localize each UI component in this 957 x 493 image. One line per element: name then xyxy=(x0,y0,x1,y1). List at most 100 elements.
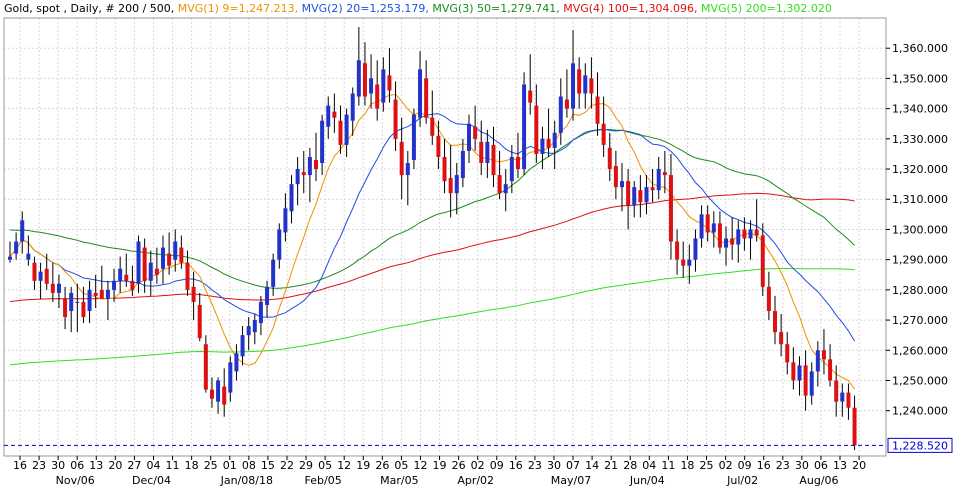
candle xyxy=(99,265,104,299)
x-month-label: Aug/06 xyxy=(799,474,838,487)
candle xyxy=(497,150,502,200)
candle-body xyxy=(601,123,606,145)
candle-body xyxy=(681,259,686,266)
candle-body xyxy=(356,60,361,97)
candle xyxy=(571,30,576,121)
candle-body xyxy=(785,344,790,363)
x-tick-label: 30 xyxy=(795,459,809,472)
candle xyxy=(173,229,178,272)
candle xyxy=(283,193,288,242)
x-tick-label: 23 xyxy=(32,459,46,472)
candle-body xyxy=(454,175,459,194)
candle xyxy=(528,54,533,115)
candle-body xyxy=(411,114,416,160)
y-tick-label: 1,250.000 xyxy=(892,374,948,387)
x-tick-label: 18 xyxy=(185,459,199,472)
candle-body xyxy=(228,362,233,393)
candle xyxy=(760,223,765,296)
x-tick-label: 14 xyxy=(585,459,599,472)
candle xyxy=(540,126,545,170)
candle-body xyxy=(577,69,582,94)
y-tick-label: 1,300.000 xyxy=(892,223,948,236)
candle-body xyxy=(558,96,563,133)
candle xyxy=(785,332,790,375)
ma5-line xyxy=(9,268,855,366)
x-tick-label: 11 xyxy=(166,459,180,472)
candle-body xyxy=(479,141,484,163)
candle xyxy=(301,150,306,194)
candle-body xyxy=(626,181,631,206)
x-month-label: Jul/02 xyxy=(726,474,758,487)
candle-body xyxy=(742,229,747,239)
candle xyxy=(185,250,190,296)
candle-body xyxy=(326,105,331,127)
candle-body xyxy=(393,99,398,139)
candle xyxy=(50,262,55,302)
x-tick-label: 30 xyxy=(51,459,65,472)
candle-body xyxy=(26,253,31,260)
candle xyxy=(809,362,814,405)
x-tick-label: 26 xyxy=(452,459,466,472)
candle xyxy=(338,105,343,154)
candle xyxy=(369,54,374,109)
candle-body xyxy=(161,247,165,269)
candle-body xyxy=(20,220,25,242)
candle-body xyxy=(736,229,741,245)
candle xyxy=(271,253,276,296)
x-tick-label: 09 xyxy=(490,459,504,472)
x-tick-label: 01 xyxy=(223,459,237,472)
x-tick-label: 13 xyxy=(833,459,847,472)
candle xyxy=(583,63,588,109)
candle xyxy=(430,90,435,145)
ma2-line xyxy=(9,113,856,342)
candle xyxy=(766,271,771,321)
x-tick-label: 08 xyxy=(242,459,256,472)
candle xyxy=(228,356,233,402)
ma5-legend: MVG(5) 200=1,302.020 xyxy=(701,2,832,15)
candle-body xyxy=(534,105,539,154)
candle xyxy=(142,238,147,293)
candle xyxy=(705,205,710,242)
candle xyxy=(473,105,478,151)
candle xyxy=(136,235,141,293)
candle-body xyxy=(717,223,722,248)
candle-body xyxy=(460,150,465,179)
candle-body xyxy=(650,187,655,191)
candle-body xyxy=(705,214,710,233)
y-tick-label: 1,280.000 xyxy=(892,284,948,297)
candle xyxy=(93,274,98,308)
candle xyxy=(797,356,802,396)
candle xyxy=(197,292,202,342)
candle xyxy=(577,57,582,109)
candle xyxy=(448,144,453,218)
y-tick-label: 1,330.000 xyxy=(892,133,948,146)
candle xyxy=(601,96,606,157)
y-tick-label: 1,340.000 xyxy=(892,103,948,116)
candle-body xyxy=(620,181,624,188)
candle xyxy=(687,244,692,284)
candle-body xyxy=(852,407,857,446)
x-tick-label: 30 xyxy=(547,459,561,472)
candle xyxy=(191,271,196,321)
x-tick-label: 12 xyxy=(413,459,427,472)
candle xyxy=(656,156,661,200)
candle-body xyxy=(546,138,551,148)
candle xyxy=(846,383,851,420)
candle xyxy=(14,232,19,260)
candle-body xyxy=(295,169,300,185)
candle-body xyxy=(467,123,471,151)
x-tick-label: 02 xyxy=(719,459,733,472)
candle xyxy=(485,129,490,179)
candle xyxy=(681,241,686,278)
candle-body xyxy=(75,301,80,303)
candle xyxy=(613,150,618,200)
candle-body xyxy=(638,190,643,203)
candle xyxy=(491,126,496,188)
x-tick-label: 25 xyxy=(700,459,714,472)
candle xyxy=(130,265,135,296)
chart-grid xyxy=(4,18,886,456)
candle-body xyxy=(50,283,55,293)
candle-body xyxy=(38,271,43,281)
candle xyxy=(265,280,270,318)
